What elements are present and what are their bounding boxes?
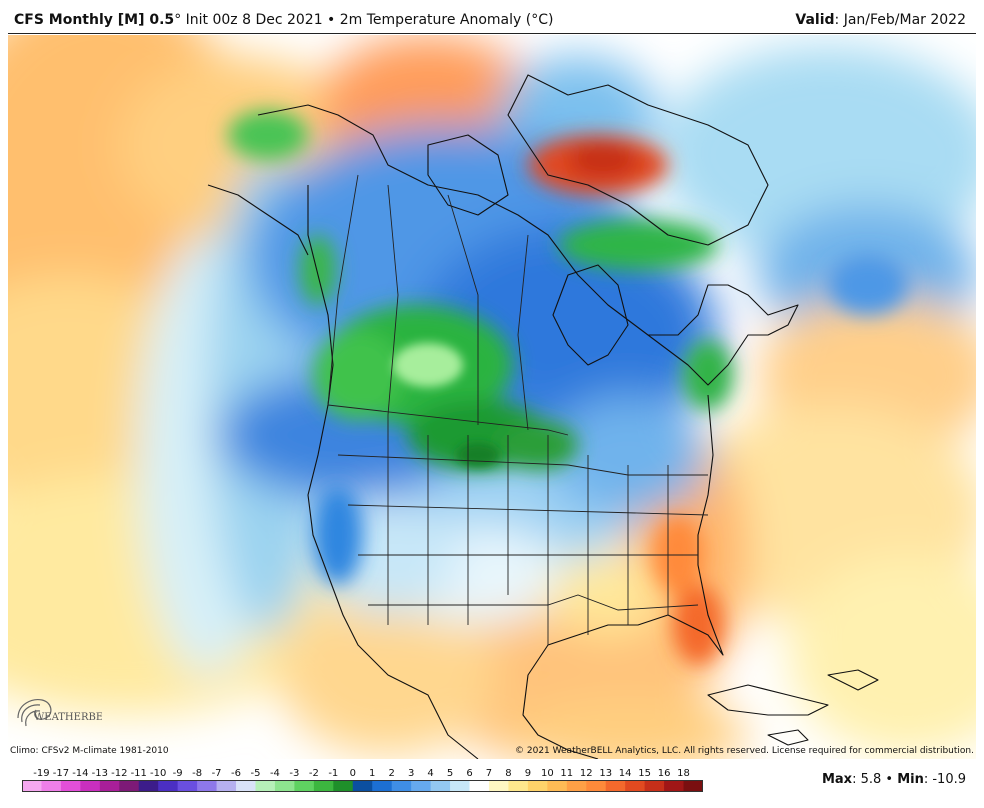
color-swatch [294,780,315,792]
color-scale-tick: -7 [212,768,222,779]
color-swatch [372,780,393,792]
color-swatch [274,780,295,792]
color-scale-tick: 10 [541,768,554,779]
color-scale-tick: -13 [92,768,108,779]
color-swatch [547,780,568,792]
color-scale-tick: 5 [447,768,453,779]
color-swatch [255,780,276,792]
color-scale-tick: 2 [389,768,395,779]
color-swatch [566,780,587,792]
copyright-notice: © 2021 WeatherBELL Analytics, LLC. All r… [515,746,974,756]
color-swatch [138,780,159,792]
climo-label: Climo: CFSv2 M-climate 1981-2010 [10,746,169,756]
color-scale-tick: -4 [270,768,280,779]
color-swatch [177,780,198,792]
color-swatch [158,780,179,792]
map-svg [8,35,976,759]
weatherbell-logo: WEATHERBELL [12,694,117,738]
color-swatch [644,780,665,792]
color-scale-tick: -9 [173,768,183,779]
color-swatch [80,780,101,792]
color-swatch [236,780,256,792]
max-label: Max [821,772,853,787]
color-scale-tick: 15 [638,768,651,779]
color-scale-tick: -6 [231,768,241,779]
color-scale-tick: 3 [408,768,414,779]
valid-label: Valid [795,12,835,28]
color-scale-tick: 11 [560,768,573,779]
color-scale-tick: 7 [486,768,492,779]
header-divider [8,33,976,34]
model-name: CFS Monthly [M] 0.5 [14,12,175,28]
color-scale-tick: 16 [658,768,671,779]
title-details: ° Init 00z 8 Dec 2021 • 2m Temperature A… [174,12,554,28]
color-swatch [119,780,140,792]
valid-period: Valid: Jan/Feb/Mar 2022 [795,12,966,28]
color-scale-tick: 8 [505,768,511,779]
color-scale-tick: 14 [619,768,632,779]
color-swatch [22,780,42,792]
color-swatch [99,780,120,792]
color-swatch [469,780,490,792]
color-swatch [391,780,412,792]
map-title: CFS Monthly [M] 0.5° Init 00z 8 Dec 2021… [14,12,553,28]
max-min-readout: Max: 5.8 • Min: -10.9 [822,772,966,787]
color-scale-tick: 0 [350,768,356,779]
color-swatch [683,780,704,792]
color-scale-tick: 1 [369,768,375,779]
color-scale-svg: -19 -17 -14 -13 -12 -11 -10 -9 -8 -7 -6 -5 -4 -3 -2 -1 0… [22,768,704,792]
color-scale: -19 -17 -14 -13 -12 -11 -10 -9 -8 -7 -6 -5 -4 -3 -2 -1 0… [22,766,704,794]
color-swatch [508,780,529,792]
anomaly-map[interactable] [8,35,976,759]
color-swatch [216,780,237,792]
color-scale-tick: -2 [309,768,319,779]
color-scale-tick: -17 [53,768,69,779]
color-swatch [664,780,685,792]
color-scale-tick: -12 [111,768,127,779]
min-value: : -10.9 [923,772,966,787]
color-scale-tick: -5 [250,768,260,779]
color-scale-tick: -3 [289,768,299,779]
color-scale-tick: 12 [580,768,593,779]
max-value: : 5.8 • [852,772,898,787]
color-swatch [527,780,548,792]
color-swatch [430,780,451,792]
valid-value: : Jan/Feb/Mar 2022 [834,12,966,28]
color-swatch [586,780,607,792]
color-swatch [605,780,626,792]
color-swatch [197,780,218,792]
color-scale-tick: 4 [427,768,433,779]
color-scale-tick: 18 [677,768,690,779]
color-scale-border [22,780,703,792]
color-scale-tick: 13 [599,768,612,779]
color-swatch [60,780,81,792]
color-scale-tick: -1 [328,768,338,779]
header-bar: CFS Monthly [M] 0.5° Init 00z 8 Dec 2021… [0,0,984,34]
color-scale-tick: -14 [72,768,88,779]
color-scale-tick: 9 [525,768,531,779]
color-swatch [333,780,354,792]
color-swatch [313,780,334,792]
color-swatch [625,780,646,792]
logo-text: WEATHERBELL [34,712,102,723]
color-swatch [450,780,471,792]
color-swatch [352,780,373,792]
min-label: Min [897,772,924,787]
color-scale-tick: -19 [33,768,49,779]
color-swatch [488,780,509,792]
color-swatch [411,780,432,792]
color-scale-tick: -10 [150,768,166,779]
color-scale-tick: -11 [131,768,147,779]
color-scale-tick: 6 [466,768,472,779]
color-swatch [41,780,62,792]
color-scale-tick: -8 [192,768,202,779]
